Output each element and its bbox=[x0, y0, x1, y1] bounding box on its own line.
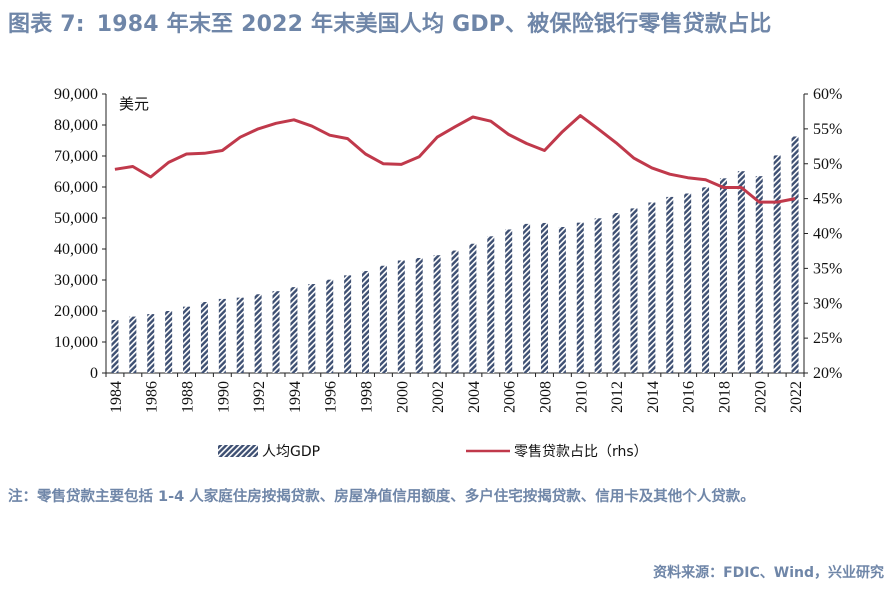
y-right-tick-label: 45% bbox=[813, 191, 842, 208]
gdp-bar bbox=[558, 226, 566, 373]
gdp-bar bbox=[469, 243, 477, 373]
gdp-bar bbox=[111, 319, 119, 373]
x-tick-label: 1984 bbox=[108, 381, 125, 413]
gdp-bar bbox=[505, 229, 513, 373]
legend-gdp-label: 人均GDP bbox=[262, 444, 320, 460]
gdp-bar bbox=[451, 250, 459, 373]
gdp-bar bbox=[594, 218, 602, 373]
gdp-bar bbox=[540, 222, 548, 373]
y-left-tick-label: 0 bbox=[90, 365, 98, 382]
gdp-bar bbox=[272, 291, 280, 373]
legend-bar-swatch bbox=[218, 445, 258, 457]
legend-ratio-label: 零售贷款占比（rhs） bbox=[514, 444, 648, 460]
y-right-tick-label: 60% bbox=[813, 86, 842, 103]
y-left-tick-label: 40,000 bbox=[54, 241, 98, 258]
legend: 人均GDP 零售贷款占比（rhs） bbox=[218, 444, 648, 460]
gdp-bar bbox=[290, 287, 298, 373]
figure-label: 图表 7: bbox=[8, 12, 85, 37]
gdp-bar bbox=[379, 265, 387, 373]
gdp-bar bbox=[648, 202, 656, 373]
gdp-bar bbox=[523, 223, 531, 373]
x-tick-label: 2012 bbox=[609, 381, 626, 413]
y-left-tick-label: 90,000 bbox=[54, 86, 98, 103]
footnote: 注：零售贷款主要包括 1-4 人家庭住房按揭贷款、房屋净值信用额度、多户住宅按揭… bbox=[8, 489, 755, 505]
y-left-tick-label: 70,000 bbox=[54, 148, 98, 165]
gdp-bar bbox=[433, 255, 441, 373]
y-left-tick-label: 10,000 bbox=[54, 334, 98, 351]
x-tick-label: 1988 bbox=[180, 381, 197, 413]
gdp-bar bbox=[308, 284, 316, 373]
gdp-bar bbox=[147, 314, 155, 373]
gdp-bar bbox=[362, 271, 370, 373]
y-right-tick-label: 40% bbox=[813, 226, 842, 243]
loan-ratio-polyline bbox=[114, 114, 796, 204]
gdp-bar bbox=[415, 257, 423, 373]
gdp-bar bbox=[702, 187, 710, 373]
y-right-tick-label: 50% bbox=[813, 156, 842, 173]
x-tick-label: 1998 bbox=[359, 381, 376, 413]
x-tick-label: 2020 bbox=[752, 381, 769, 413]
gdp-bar bbox=[254, 294, 262, 373]
x-tick-label: 1992 bbox=[251, 381, 268, 413]
source-note: 资料来源：FDIC、Wind，兴业研究 bbox=[653, 565, 884, 581]
gdp-bar bbox=[666, 196, 674, 373]
x-tick-label: 1994 bbox=[287, 381, 304, 413]
gdp-bar bbox=[630, 208, 638, 373]
y-right-tick-label: 30% bbox=[813, 295, 842, 312]
x-tick-label: 2016 bbox=[681, 381, 698, 413]
gdp-bar bbox=[129, 316, 137, 373]
x-tick-label: 2000 bbox=[394, 381, 411, 413]
y-left-tick-label: 80,000 bbox=[54, 117, 98, 134]
y-left-tick-label: 20,000 bbox=[54, 303, 98, 320]
gdp-bar bbox=[487, 236, 495, 373]
gdp-bar bbox=[612, 213, 620, 373]
y-right-tick-label: 55% bbox=[813, 121, 842, 138]
x-tick-label: 2004 bbox=[466, 381, 483, 413]
x-tick-label: 2002 bbox=[430, 381, 447, 413]
loan-ratio-line bbox=[114, 114, 796, 204]
x-tick-label: 1996 bbox=[323, 381, 340, 413]
y-tick-labels: 0 10,000 20,000 30,000 40,000 50,000 60,000 70,… bbox=[54, 86, 842, 382]
gdp-bar bbox=[576, 222, 584, 373]
y-left-tick-label: 50,000 bbox=[54, 210, 98, 227]
gdp-bar bbox=[236, 297, 244, 373]
gdp-bar bbox=[397, 260, 405, 373]
gdp-bar bbox=[791, 136, 799, 373]
gdp-bar bbox=[719, 178, 727, 373]
y-right-tick-label: 35% bbox=[813, 260, 842, 277]
gdp-bars bbox=[111, 136, 799, 373]
unit-label: 美元 bbox=[119, 95, 149, 113]
gdp-bar bbox=[218, 298, 226, 373]
gdp-bar bbox=[684, 193, 692, 373]
x-tick-label: 2018 bbox=[716, 381, 733, 413]
x-tick-label: 1990 bbox=[215, 381, 232, 413]
figure-title: 图表 7: 1984 年末至 2022 年末美国人均 GDP、被保险银行零售贷款占… bbox=[8, 6, 772, 38]
gdp-bar bbox=[326, 279, 334, 373]
y-right-tick-label: 25% bbox=[813, 330, 842, 347]
gdp-bar bbox=[165, 311, 173, 373]
gdp-bar bbox=[200, 302, 208, 373]
gdp-bar bbox=[737, 171, 745, 373]
y-left-tick-label: 30,000 bbox=[54, 272, 98, 289]
x-tick-label: 2006 bbox=[502, 381, 519, 413]
gdp-bar bbox=[773, 155, 781, 373]
x-tick-label: 2010 bbox=[573, 381, 590, 413]
figure-title-text: 1984 年末至 2022 年末美国人均 GDP、被保险银行零售贷款占比 bbox=[96, 12, 772, 37]
x-tick-labels: 1984 1986 1988 1990 1992 1994 1996 1998 2000 2002… bbox=[108, 381, 805, 413]
gdp-bar bbox=[344, 275, 352, 373]
y-right-tick-label: 20% bbox=[813, 365, 842, 382]
gdp-bar bbox=[755, 176, 763, 373]
y-left-tick-label: 60,000 bbox=[54, 179, 98, 196]
gdp-bar bbox=[183, 306, 191, 373]
x-tick-label: 1986 bbox=[144, 381, 161, 413]
x-tick-label: 2014 bbox=[645, 381, 662, 413]
x-tick-label: 2022 bbox=[788, 381, 805, 413]
x-tick-label: 2008 bbox=[537, 381, 554, 413]
